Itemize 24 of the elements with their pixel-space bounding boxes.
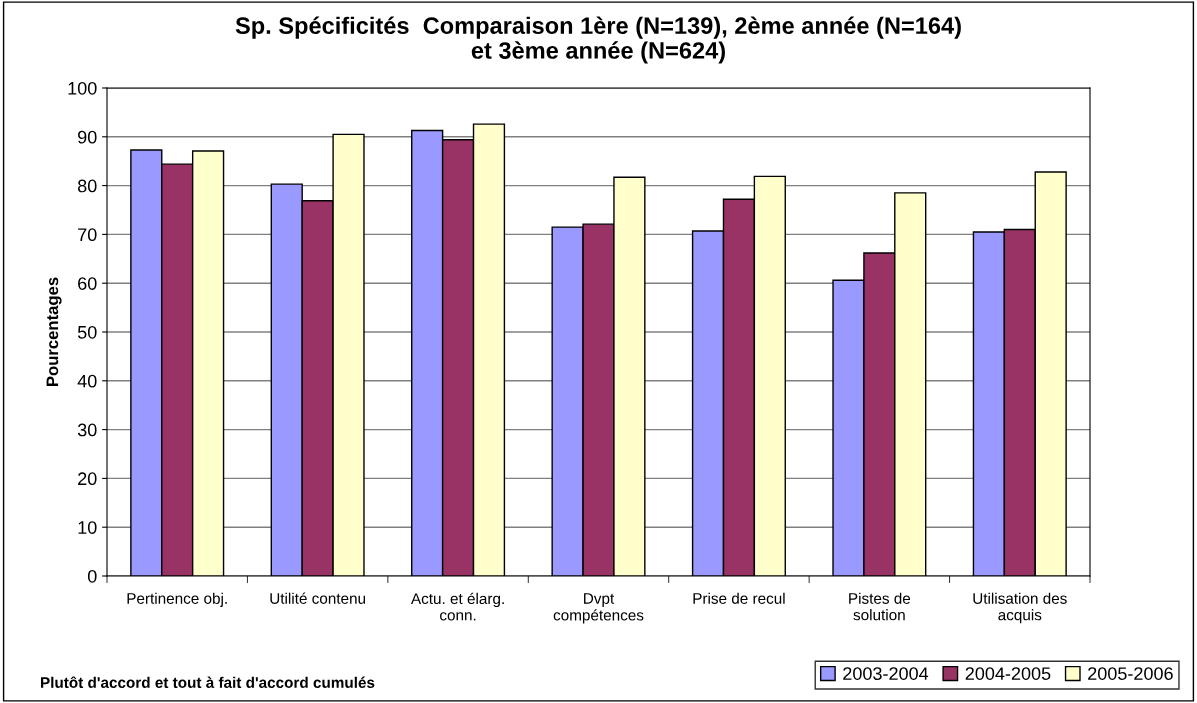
y-tick-label: 100 <box>68 81 97 95</box>
legend-label: 2005-2006 <box>1088 667 1173 680</box>
y-tick-label: 20 <box>78 472 97 486</box>
y-tick-label: 70 <box>78 228 97 242</box>
x-tick-label: Utilité contenu <box>270 592 366 604</box>
y-tick-label: 0 <box>87 569 97 583</box>
chart-title: Sp. Spécificités Comparaison 1ère (N=139), 2ème année (N=164) et 3ème année (N=624) <box>235 16 961 64</box>
y-tick-label: 10 <box>78 521 97 534</box>
y-tick-label: 80 <box>77 179 97 193</box>
legend-label: 2004-2005 <box>965 667 1051 680</box>
y-tick-label: 50 <box>77 325 97 339</box>
x-tick-label: Pertinence obj. <box>127 592 227 607</box>
legend-label: 2003-2004 <box>843 667 929 680</box>
text: Plutôt d'accord et tout à fait d'accord cumulés <box>41 676 375 688</box>
y-tick-label: 30 <box>77 423 97 437</box>
x-tick-label: Actu. et élarg. conn. <box>410 592 504 621</box>
x-tick-label: Dvpt compétences <box>553 593 644 624</box>
y-tick-label: 60 <box>78 277 97 290</box>
x-tick-label: Prise de recul <box>693 592 785 604</box>
x-tick-label: Pistes de solution <box>849 592 911 621</box>
y-tick-label: 90 <box>78 130 97 144</box>
y-tick-label: 40 <box>77 374 97 388</box>
x-tick-label: Utilisation des acquis <box>973 592 1067 624</box>
y-axis-title: Pourcentages <box>46 277 62 386</box>
